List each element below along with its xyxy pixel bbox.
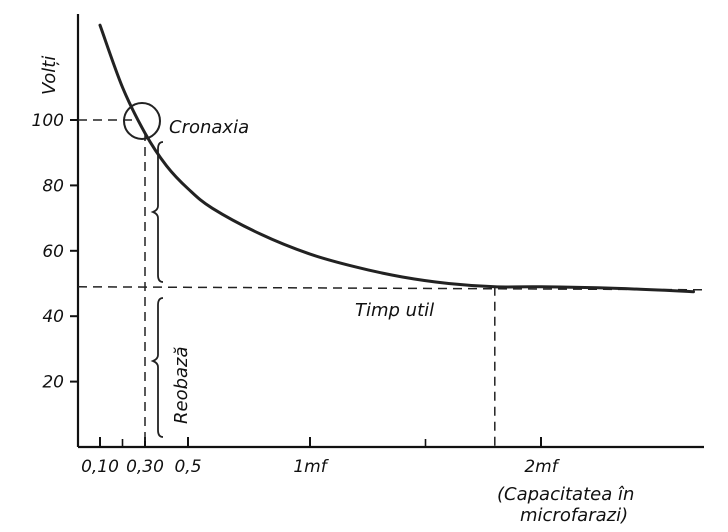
upper-brace — [150, 141, 164, 283]
y-axis-label: Volți — [39, 56, 60, 95]
timp-util-label: Timp util — [355, 300, 434, 321]
x-tick-label: 0,10 — [81, 457, 119, 477]
reference-lines — [77, 119, 705, 447]
axes — [76, 14, 704, 449]
y-tick-label: 80 — [42, 176, 64, 196]
x-tick-label: 0,5 — [174, 457, 201, 477]
y-ticks: 20 40 60 80 100 — [32, 111, 78, 393]
braces — [150, 141, 164, 438]
y-tick-label: 100 — [32, 111, 64, 131]
y-tick-label: 60 — [42, 242, 64, 262]
x-axis-label-line2: microfarazi) — [520, 505, 628, 526]
cronaxia-label: Cronaxia — [169, 117, 249, 138]
y-tick-label: 40 — [42, 307, 64, 327]
reobaza-brace — [150, 297, 164, 438]
series-layer — [98, 23, 695, 294]
x-tick-label: 0,30 — [126, 457, 164, 477]
x-axis-label-line1: (Capacitatea în — [497, 484, 634, 505]
y-tick-label: 20 — [42, 373, 64, 393]
x-tick-label: 1mf — [293, 457, 329, 477]
x-tick-label: 2mf — [524, 457, 560, 477]
reobaza-label: Reobază — [171, 346, 192, 424]
strength-duration-curve — [98, 23, 695, 294]
cronaxia-circle — [123, 102, 161, 140]
x-ticks: 0,10 0,30 0,5 1mf 2mf — [81, 437, 561, 477]
